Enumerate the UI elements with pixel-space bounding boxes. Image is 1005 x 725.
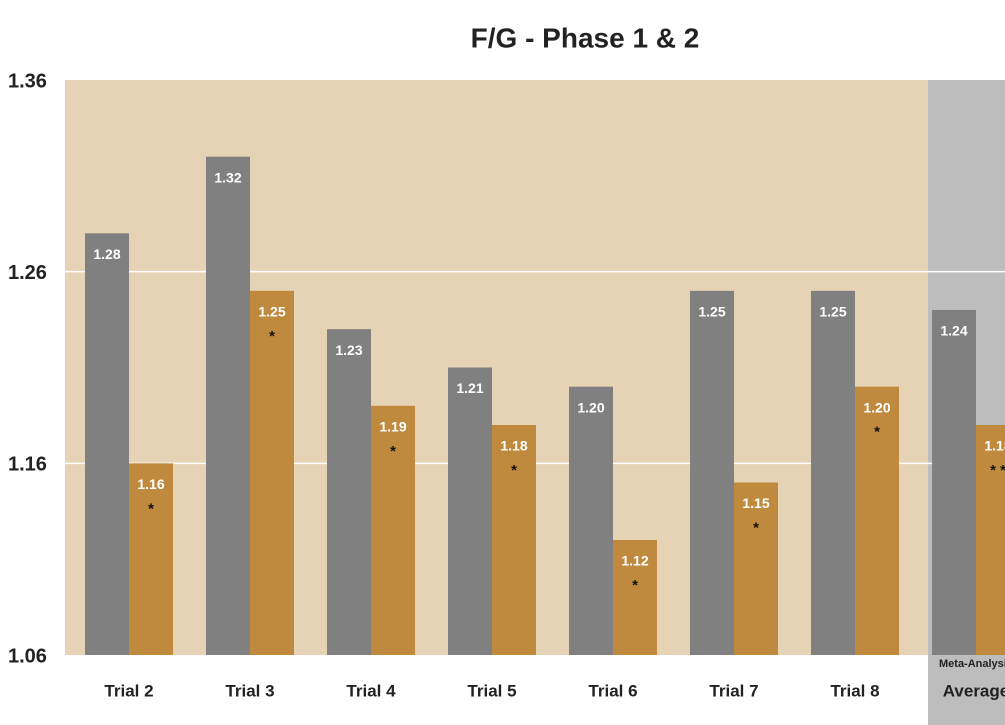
chart-title: F/G - Phase 1 & 2 bbox=[471, 22, 700, 53]
value-label: 1.18 bbox=[500, 438, 527, 454]
y-tick-label: 1.06 bbox=[8, 645, 47, 667]
bar bbox=[976, 425, 1005, 655]
value-label: 1.12 bbox=[621, 553, 648, 569]
x-tick-label: Average bbox=[943, 681, 1005, 700]
value-label: 1.20 bbox=[863, 399, 890, 415]
bar bbox=[448, 367, 492, 655]
significance-marker: * bbox=[511, 462, 517, 479]
bar bbox=[811, 290, 855, 655]
bar bbox=[855, 386, 899, 655]
bar bbox=[690, 290, 734, 655]
value-label: 1.28 bbox=[93, 246, 120, 262]
bar bbox=[492, 425, 536, 655]
x-tick-label: Trial 8 bbox=[830, 681, 879, 700]
bar bbox=[327, 329, 371, 655]
value-label: 1.23 bbox=[335, 342, 362, 358]
bar bbox=[613, 540, 657, 655]
significance-marker: * bbox=[874, 424, 880, 441]
value-label: 1.16 bbox=[137, 476, 164, 492]
bar bbox=[932, 310, 976, 655]
significance-marker: * * bbox=[990, 462, 1005, 479]
bar bbox=[206, 156, 250, 655]
bar bbox=[85, 233, 129, 656]
value-label: 1.21 bbox=[456, 380, 483, 396]
x-tick-label: Trial 2 bbox=[104, 681, 153, 700]
bar bbox=[371, 405, 415, 655]
significance-marker: * bbox=[269, 328, 275, 345]
significance-marker: * bbox=[390, 443, 396, 460]
value-label: 1.32 bbox=[214, 169, 241, 185]
group-label: Meta-Analysis bbox=[939, 658, 1005, 670]
value-label: 1.25 bbox=[258, 304, 285, 320]
x-tick-label: Trial 3 bbox=[225, 681, 274, 700]
significance-marker: * bbox=[148, 500, 154, 517]
bar bbox=[569, 386, 613, 655]
value-label: 1.25 bbox=[819, 304, 846, 320]
bar bbox=[250, 290, 294, 655]
x-tick-label: Trial 4 bbox=[346, 681, 396, 700]
value-label: 1.20 bbox=[577, 399, 604, 415]
value-label: 1.18 bbox=[984, 438, 1005, 454]
value-label: 1.25 bbox=[698, 304, 725, 320]
bar bbox=[734, 482, 778, 655]
value-label: 1.15 bbox=[742, 495, 769, 511]
y-tick-label: 1.26 bbox=[8, 262, 47, 284]
y-tick-label: 1.16 bbox=[8, 454, 47, 476]
x-tick-label: Trial 7 bbox=[709, 681, 758, 700]
bar bbox=[129, 463, 173, 655]
value-label: 1.24 bbox=[940, 323, 967, 339]
significance-marker: * bbox=[753, 519, 759, 536]
y-tick-label: 1.36 bbox=[8, 70, 47, 92]
x-tick-label: Trial 6 bbox=[588, 681, 637, 700]
x-tick-label: Trial 5 bbox=[467, 681, 516, 700]
significance-marker: * bbox=[632, 577, 638, 594]
value-label: 1.19 bbox=[379, 419, 406, 435]
